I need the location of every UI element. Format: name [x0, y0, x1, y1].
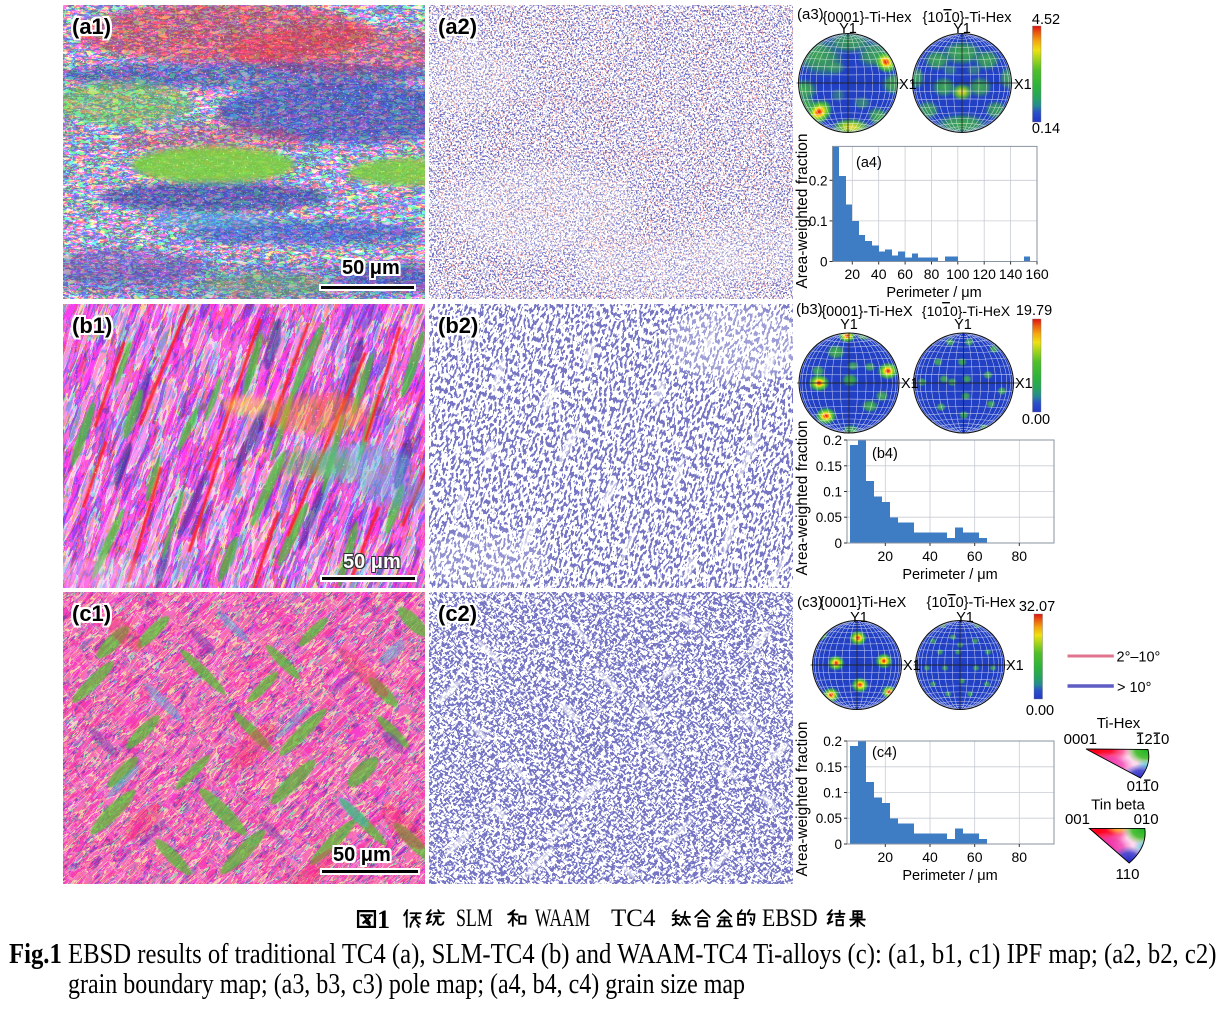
- svg-text:001: 001: [1065, 811, 1090, 828]
- svg-text:40: 40: [871, 266, 887, 282]
- svg-text:{1010}-Ti-Hex: {1010}-Ti-Hex: [923, 10, 1013, 26]
- svg-text:Y1: Y1: [953, 21, 971, 37]
- svg-text:0.00: 0.00: [1022, 412, 1050, 428]
- svg-text:(b3): (b3): [796, 301, 823, 318]
- svg-text:2°–10°: 2°–10°: [1117, 650, 1161, 666]
- svg-text:110: 110: [1116, 866, 1140, 883]
- svg-text:(a3): (a3): [797, 6, 824, 23]
- svg-text:(c3): (c3): [797, 594, 823, 611]
- svg-text:Perimeter / μm: Perimeter / μm: [902, 567, 997, 583]
- svg-text:> 10°: > 10°: [1117, 680, 1151, 696]
- svg-text:0.05: 0.05: [816, 510, 842, 525]
- svg-text:0.1: 0.1: [823, 786, 842, 801]
- svg-text:X1: X1: [901, 376, 919, 392]
- svg-text:0.14: 0.14: [1032, 121, 1060, 137]
- svg-text:60: 60: [897, 266, 913, 282]
- svg-text:0.1: 0.1: [809, 214, 828, 229]
- svg-text:010: 010: [1134, 811, 1159, 828]
- svg-text:120: 120: [973, 266, 997, 282]
- svg-text:0.2: 0.2: [823, 734, 842, 749]
- svg-text:0.1: 0.1: [823, 485, 842, 500]
- svg-text:X1: X1: [1006, 658, 1024, 674]
- svg-text:0.00: 0.00: [1026, 703, 1054, 719]
- svg-text:80: 80: [1012, 548, 1028, 564]
- svg-text:Y1: Y1: [839, 21, 857, 37]
- svg-text:1210: 1210: [1136, 731, 1169, 748]
- svg-text:20: 20: [878, 548, 894, 564]
- svg-text:0: 0: [834, 837, 842, 852]
- svg-text:Tin beta: Tin beta: [1091, 797, 1145, 814]
- svg-text:{1010}-Ti-HeX: {1010}-Ti-HeX: [922, 303, 1011, 319]
- svg-text:19.79: 19.79: [1016, 303, 1052, 319]
- svg-text:160: 160: [1025, 266, 1049, 282]
- svg-text:40: 40: [922, 849, 938, 865]
- svg-text:Ti-Hex: Ti-Hex: [1097, 715, 1141, 732]
- svg-text:32.07: 32.07: [1019, 599, 1055, 615]
- svg-text:Y1: Y1: [954, 317, 972, 333]
- svg-text:{0001}Ti-HeX: {0001}Ti-HeX: [820, 595, 907, 611]
- svg-text:0.2: 0.2: [809, 173, 828, 188]
- svg-text:Perimeter / μm: Perimeter / μm: [902, 868, 997, 884]
- svg-text:{0001}-Ti-Hex: {0001}-Ti-Hex: [823, 10, 913, 26]
- svg-text:0001: 0001: [1064, 731, 1097, 748]
- svg-text:80: 80: [1012, 849, 1028, 865]
- svg-text:Y1: Y1: [840, 317, 858, 333]
- svg-text:X1: X1: [1015, 376, 1033, 392]
- svg-text:Area-weighted fraction: Area-weighted fraction: [794, 721, 811, 876]
- svg-text:60: 60: [967, 849, 983, 865]
- svg-text:(c4): (c4): [872, 745, 897, 761]
- svg-text:X1: X1: [899, 77, 917, 93]
- svg-text:Area-weighted fraction: Area-weighted fraction: [794, 133, 811, 288]
- svg-text:0.05: 0.05: [816, 811, 842, 826]
- svg-text:0.15: 0.15: [816, 459, 842, 474]
- svg-text:0.2: 0.2: [823, 433, 842, 448]
- svg-text:Y1: Y1: [850, 610, 868, 626]
- svg-text:Area-weighted fraction: Area-weighted fraction: [794, 420, 811, 575]
- svg-text:(b4): (b4): [872, 446, 898, 462]
- svg-text:0.15: 0.15: [816, 760, 842, 775]
- svg-text:(a4): (a4): [856, 155, 882, 171]
- svg-text:X1: X1: [903, 658, 921, 674]
- svg-text:X1: X1: [1014, 77, 1032, 93]
- svg-text:80: 80: [924, 266, 940, 282]
- svg-text:0110: 0110: [1127, 778, 1159, 795]
- svg-text:4.52: 4.52: [1032, 12, 1060, 28]
- svg-text:Perimeter / μm: Perimeter / μm: [886, 285, 981, 301]
- svg-text:{1010}-Ti-Hex: {1010}-Ti-Hex: [927, 595, 1017, 611]
- svg-text:60: 60: [967, 548, 983, 564]
- svg-text:Y1: Y1: [956, 610, 974, 626]
- svg-text:100: 100: [946, 266, 970, 282]
- svg-text:{0001}-Ti-HeX: {0001}-Ti-HeX: [821, 304, 913, 320]
- svg-text:0: 0: [834, 536, 842, 551]
- svg-text:20: 20: [878, 849, 894, 865]
- svg-text:140: 140: [999, 266, 1023, 282]
- svg-text:20: 20: [845, 266, 861, 282]
- svg-text:0: 0: [820, 255, 828, 270]
- svg-text:40: 40: [922, 548, 938, 564]
